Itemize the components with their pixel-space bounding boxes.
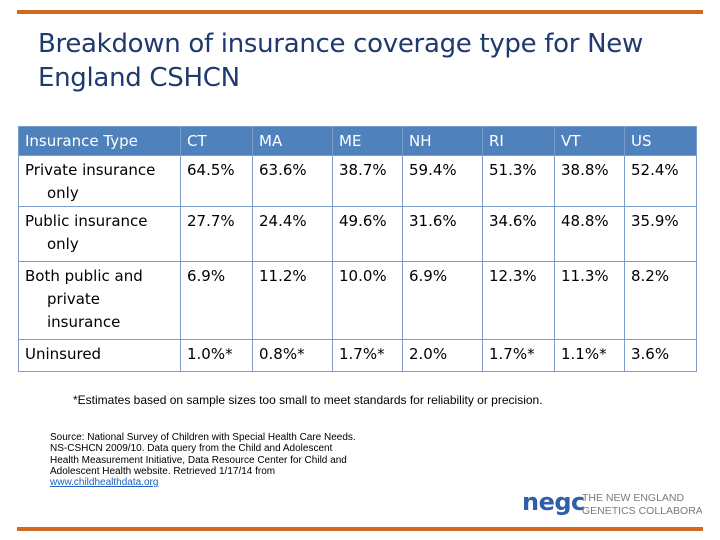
header-insurance-type: Insurance Type — [18, 126, 181, 156]
source-link[interactable]: www.childhealthdata.org — [50, 477, 159, 489]
row-label: Both public and private insurance — [18, 261, 181, 340]
table-header-row: Insurance Type CT MA ME NH RI VT US — [18, 126, 697, 156]
table-cell: 3.6% — [624, 339, 697, 372]
row-label: Private insurance only — [18, 155, 181, 207]
source-line: Health Measurement Initiative, Data Reso… — [50, 454, 347, 466]
table-cell: 63.6% — [252, 155, 333, 207]
table-row: Both public and private insurance 6.9% 11.… — [18, 261, 697, 340]
bottom-accent-rule — [17, 527, 703, 531]
table-row: Private insurance only 64.5% 63.6% 38.7% … — [18, 155, 697, 207]
table-cell: 59.4% — [402, 155, 483, 207]
table-cell: 49.6% — [332, 206, 403, 262]
table-cell: 48.8% — [554, 206, 625, 262]
source-line: Adolescent Health website. Retrieved 1/1… — [50, 465, 276, 477]
table-cell: 8.2% — [624, 261, 697, 340]
table-cell: 6.9% — [402, 261, 483, 340]
top-accent-rule — [17, 10, 703, 14]
header-us: US — [624, 126, 697, 156]
table-cell: 24.4% — [252, 206, 333, 262]
table-cell: 11.2% — [252, 261, 333, 340]
header-nh: NH — [402, 126, 483, 156]
table-cell: 51.3% — [482, 155, 555, 207]
table-cell: 27.7% — [180, 206, 253, 262]
table-cell: 1.7%* — [332, 339, 403, 372]
table-cell: 34.6% — [482, 206, 555, 262]
page-title: Breakdown of insurance coverage type for… — [38, 29, 643, 93]
row-label: Public insurance only — [18, 206, 181, 262]
source-citation: Source: National Survey of Children with… — [50, 432, 430, 488]
table-cell: 52.4% — [624, 155, 697, 207]
table-cell: 1.7%* — [482, 339, 555, 372]
table-cell: 31.6% — [402, 206, 483, 262]
header-ct: CT — [180, 126, 253, 156]
footnote: *Estimates based on sample sizes too sma… — [73, 393, 543, 407]
coverage-table: Insurance Type CT MA ME NH RI VT US Priv… — [18, 126, 697, 372]
table-row: Public insurance only 27.7% 24.4% 49.6% 3… — [18, 206, 697, 262]
source-line: NS-CSHCN 2009/10. Data query from the Ch… — [50, 443, 333, 455]
table-cell: 35.9% — [624, 206, 697, 262]
table-row: Uninsured 1.0%* 0.8%* 1.7%* 2.0% 1.7%* 1… — [18, 339, 697, 372]
table-cell: 12.3% — [482, 261, 555, 340]
source-line: Source: National Survey of Children with… — [50, 432, 356, 443]
table-cell: 6.9% — [180, 261, 253, 340]
row-label: Uninsured — [18, 339, 181, 372]
table-cell: 1.1%* — [554, 339, 625, 372]
table-cell: 38.7% — [332, 155, 403, 207]
table-cell: 38.8% — [554, 155, 625, 207]
table-cell: 2.0% — [402, 339, 483, 372]
table-cell: 11.3% — [554, 261, 625, 340]
table-cell: 1.0%* — [180, 339, 253, 372]
table-cell: 10.0% — [332, 261, 403, 340]
header-vt: VT — [554, 126, 625, 156]
logo-line-1: THE NEW ENGLAND — [582, 492, 685, 504]
table-cell: 0.8%* — [252, 339, 333, 372]
header-me: ME — [332, 126, 403, 156]
logo-mark: negc — [522, 488, 585, 516]
negc-logo: negc THE NEW ENGLAND GENETICS COLLABORAT… — [522, 488, 702, 517]
header-ma: MA — [252, 126, 333, 156]
table-cell: 64.5% — [180, 155, 253, 207]
logo-line-2: GENETICS COLLABORATIVE — [582, 505, 702, 517]
header-ri: RI — [482, 126, 555, 156]
